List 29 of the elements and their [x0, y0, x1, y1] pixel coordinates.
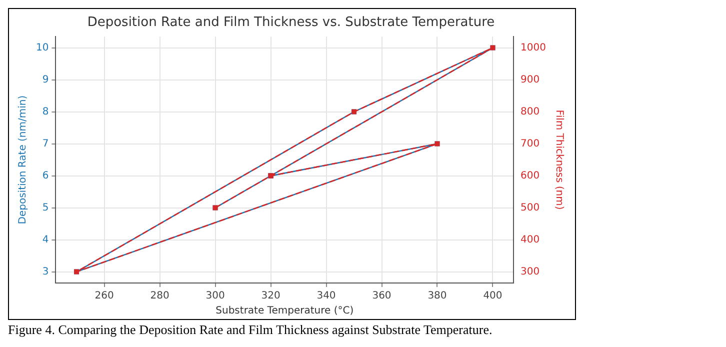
x-axis-title: Substrate Temperature (°C): [216, 306, 354, 317]
y2-tick-label: 1000: [520, 42, 546, 54]
y-tick-label: 9: [42, 74, 49, 86]
y2-axis-title: Film Thickness (nm): [553, 110, 564, 210]
x-tick-label: 360: [372, 290, 392, 302]
x-tick-label: 400: [483, 290, 502, 302]
y-tick-label: 3: [42, 266, 49, 278]
x-tick-label: 280: [150, 290, 170, 302]
y-tick-label: 10: [36, 42, 49, 54]
x-tick-label: 300: [206, 290, 225, 302]
x-tick-label: 380: [428, 290, 447, 302]
y2-tick-label: 800: [520, 106, 540, 118]
y-tick-label: 6: [42, 170, 49, 182]
y-tick-label: 7: [42, 138, 49, 150]
y-tick-label: 8: [42, 106, 49, 118]
y2-tick-label: 600: [520, 170, 540, 182]
y-axis-title: Deposition Rate (nm/min): [18, 95, 29, 224]
caption: Figure 4. Comparing the Deposition Rate and Film Thickness against Substrate Temperature.: [8, 322, 494, 338]
y-tick-label: 4: [42, 234, 49, 246]
x-tick-label: 320: [261, 290, 280, 302]
y2-tick-label: 400: [520, 234, 540, 246]
y2-tick-label: 500: [520, 202, 540, 214]
x-tick-label: 260: [94, 290, 114, 302]
chart-title: Deposition Rate and Film Thickness vs. Substrate Temperature: [87, 15, 495, 30]
y2-tick-label: 900: [520, 74, 540, 86]
y-tick-label: 5: [42, 202, 49, 214]
y2-tick-label: 300: [520, 266, 540, 278]
x-tick-label: 340: [316, 290, 336, 302]
y2-tick-label: 700: [520, 138, 540, 150]
